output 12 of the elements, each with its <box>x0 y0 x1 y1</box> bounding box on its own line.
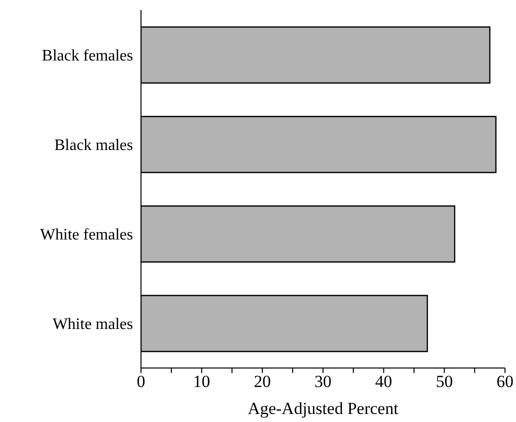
x-tick-label: 30 <box>314 372 332 392</box>
x-axis-title: Age-Adjusted Percent <box>248 399 399 418</box>
y-tick-label: Black males <box>54 136 133 154</box>
x-tick-label: 20 <box>254 372 271 392</box>
x-tick-label: 50 <box>436 372 453 392</box>
x-tick-label: 40 <box>375 372 392 392</box>
x-tick-label: 60 <box>496 372 514 392</box>
x-tick-label: 0 <box>136 372 146 392</box>
x-tick-label: 10 <box>193 372 210 392</box>
y-tick-label: White males <box>52 316 133 333</box>
y-tick-label: White females <box>40 226 133 244</box>
y-tick-label: Black females <box>42 47 133 64</box>
